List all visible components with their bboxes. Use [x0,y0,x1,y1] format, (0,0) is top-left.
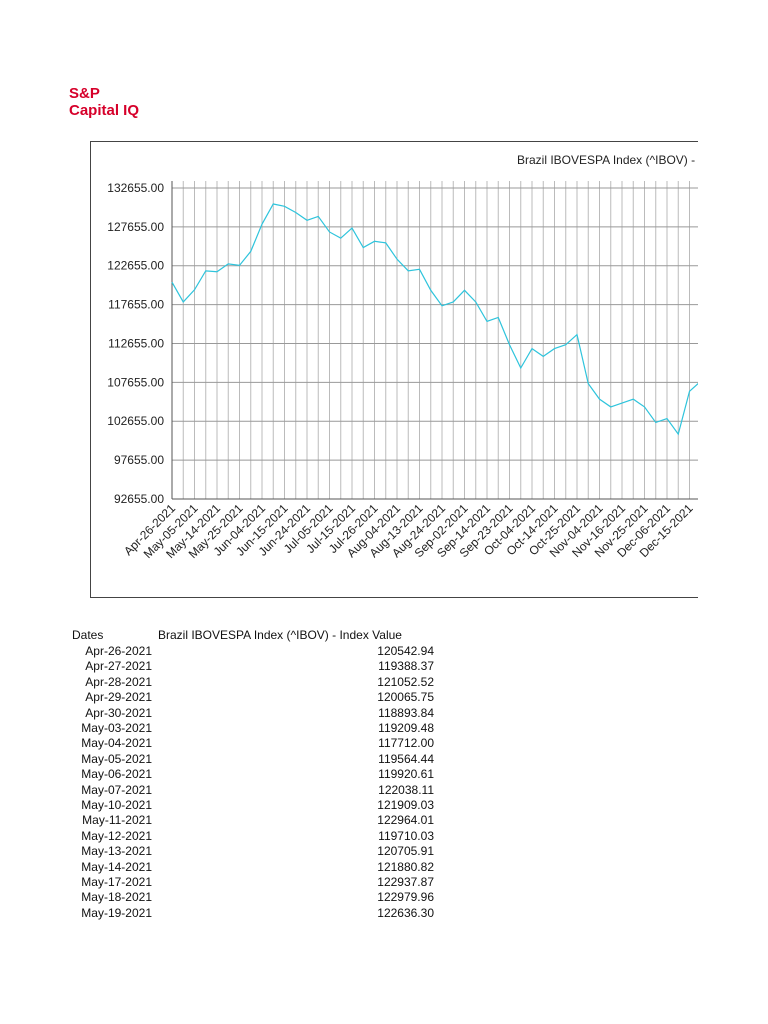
table-cell: 120065.75 [377,690,434,705]
table-cell: 122964.01 [377,813,434,828]
y-tick-label: 117655.00 [108,298,164,312]
table-cell: 122979.96 [377,890,434,905]
chart-title: Brazil IBOVESPA Index (^IBOV) - Index Va… [517,153,698,167]
table-cell: Apr-26-2021 [85,644,152,658]
table-cell: 117712.00 [378,736,434,751]
table-cell: May-18-2021 [81,890,152,905]
table-cell: Apr-29-2021 [85,690,152,705]
table-cell: Apr-28-2021 [85,674,152,689]
table-cell: May-17-2021 [81,875,152,889]
y-tick-label: 92655.00 [114,492,164,506]
table-cell: May-14-2021 [81,859,152,874]
y-tick-label: 132655.00 [107,181,164,195]
column-header: Dates [72,628,104,642]
table-cell: 119209.48 [378,721,434,735]
table-cell: May-04-2021 [81,736,152,751]
column-header: Brazil IBOVESPA Index (^IBOV) - Index Va… [158,628,402,642]
table-cell: May-05-2021 [81,751,152,766]
table-cell: May-12-2021 [81,828,152,843]
y-tick-label: 102655.00 [107,414,164,428]
brand: Capital IQ [69,102,140,119]
y-tick-label: 122655.00 [107,259,164,273]
table-cell: 121052.52 [377,674,434,689]
table-cell: 122636.30 [377,905,434,920]
table-cell: May-03-2021 [81,721,152,735]
table-cell: May-07-2021 [81,782,152,797]
table-cell: May-13-2021 [81,844,152,859]
table-cell: 120705.91 [377,844,434,859]
table-cell: 122038.11 [378,782,434,797]
y-tick-label: 112655.00 [108,336,164,350]
y-tick-label: 107655.00 [107,375,164,389]
table-cell: 119564.44 [378,751,434,766]
table-cell: May-19-2021 [81,905,152,920]
table-cell: May-06-2021 [81,767,152,782]
table-cell: 119710.03 [378,828,434,843]
y-tick-label: 97655.00 [114,453,164,467]
table-cell: May-10-2021 [81,798,152,812]
table-cell: 120542.94 [377,644,434,658]
table-cell: Apr-27-2021 [85,659,152,674]
y-tick-label: 127655.00 [107,220,164,234]
table-cell: 121909.03 [377,798,434,812]
brand: S&P [69,85,100,102]
table-cell: May-11-2021 [82,813,152,828]
table-cell: 119388.37 [378,659,434,674]
table-cell: 121880.82 [377,859,434,874]
table-cell: 122937.87 [377,875,434,889]
table-cell: 118893.84 [378,705,434,720]
table-cell: Apr-30-2021 [85,705,152,720]
chart: Brazil IBOVESPA Index (^IBOV) - Index Va… [107,153,698,561]
line [171,203,698,436]
table-cell: 119920.61 [378,767,434,782]
chart-frame: Brazil IBOVESPA Index (^IBOV) - Index Va… [90,141,698,598]
